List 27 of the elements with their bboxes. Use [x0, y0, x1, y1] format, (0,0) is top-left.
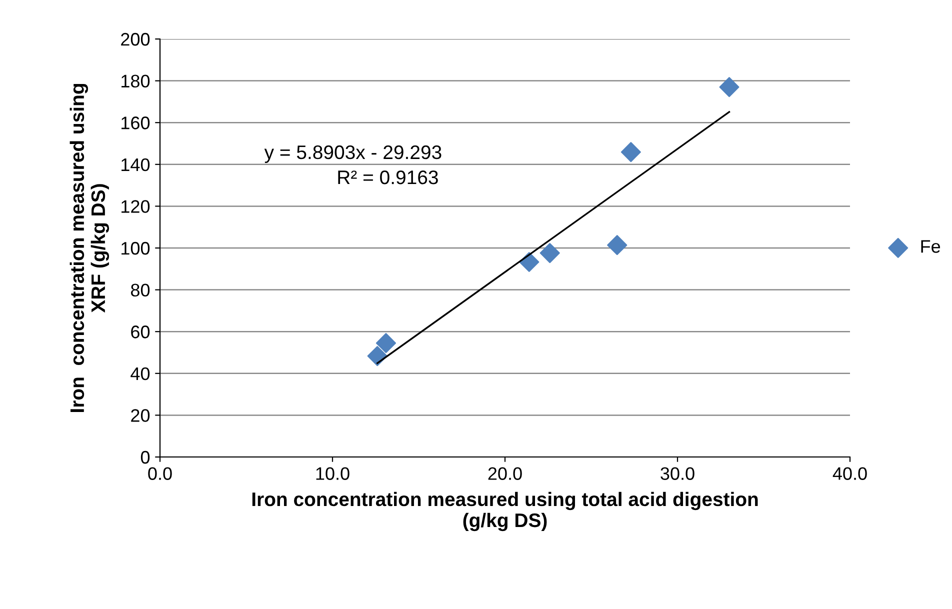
annotation: y = 5.8903x - 29.293: [264, 145, 442, 164]
x-tick-label: 10.0: [316, 467, 350, 480]
x-axis-title: Iron concentration measured using total acid digestion (g/kg DS): [252, 492, 758, 532]
x-tick-label: 20.0: [488, 467, 522, 480]
point: [367, 346, 388, 366]
y-tick-label: 80: [130, 284, 150, 297]
x-tick-label: 0.0: [148, 467, 172, 480]
point: [719, 77, 740, 98]
x-tick-label: 30.0: [660, 467, 694, 480]
y-tick-label: 20: [131, 409, 150, 422]
y-tick-label: 140: [122, 158, 150, 172]
y-tick-label: 180: [122, 74, 150, 88]
annotation: R² = 0.9163: [338, 170, 438, 184]
point: [376, 333, 396, 354]
y-tick-label: 160: [122, 116, 150, 130]
y-tick-label: 200: [121, 32, 150, 46]
y-axis-title: Iron concentration measured using XRF (g/kg DS): [70, 84, 110, 412]
legend-label: Fe: [921, 240, 940, 253]
y-tick-label: 0: [140, 450, 150, 464]
y-tick-label: 40: [130, 367, 150, 380]
y-tick-label: 100: [122, 242, 150, 255]
point: [620, 142, 641, 162]
x-tick-label: 40.0: [832, 467, 867, 480]
y-tick-label: 120: [122, 200, 150, 213]
point: [607, 235, 628, 256]
point: [540, 243, 560, 264]
y-tick-label: 60: [131, 326, 150, 338]
